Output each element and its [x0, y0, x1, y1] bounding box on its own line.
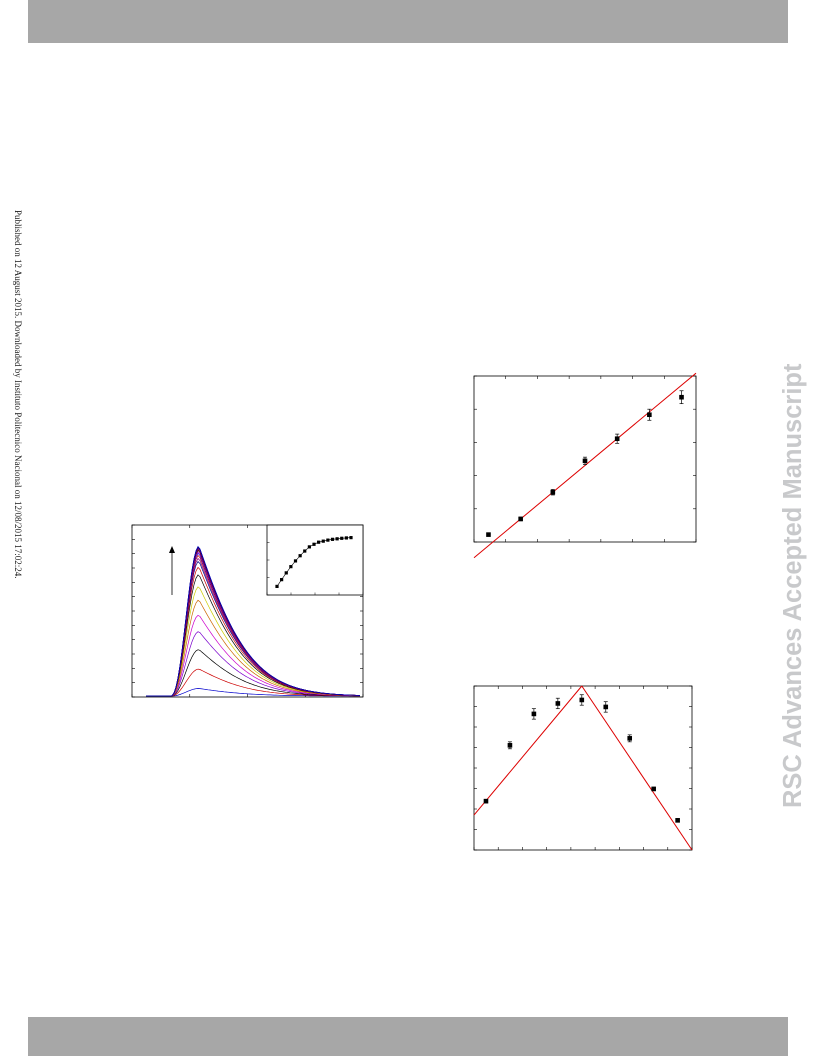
data-point [651, 786, 656, 792]
inset-point [326, 538, 330, 542]
spectrum-line [146, 668, 360, 697]
data-point [675, 818, 680, 823]
header-bar [28, 0, 788, 43]
data-point [555, 701, 561, 706]
data-point [550, 489, 556, 495]
inset-point [312, 542, 316, 546]
inset-point [275, 584, 279, 588]
data-point [614, 436, 620, 442]
inset-point [303, 549, 307, 553]
inset-point [298, 554, 302, 558]
arrow-head-icon [169, 546, 175, 553]
data-point [627, 736, 633, 741]
inset-point [344, 536, 348, 540]
inset-point [293, 559, 298, 563]
inset-point [317, 540, 321, 544]
data-point [582, 458, 588, 464]
inset-point [284, 571, 288, 575]
fit-line [473, 372, 697, 559]
inset-point [335, 537, 339, 541]
watermark-text: RSC Advances Accepted Manuscript [779, 363, 807, 808]
inset-point [321, 539, 325, 543]
data-point [486, 532, 491, 537]
spectrum-line [146, 545, 361, 697]
emission-spectra-chart [131, 524, 364, 698]
inset-point [289, 565, 293, 569]
inset-point [307, 545, 311, 549]
inset-point [330, 537, 335, 541]
plot-frame [473, 375, 697, 543]
job-plot-chart [473, 685, 693, 851]
data-point [507, 743, 513, 748]
footer-bar [28, 1017, 788, 1056]
inset-point [280, 578, 284, 582]
data-point [647, 412, 652, 418]
data-point [579, 697, 585, 703]
data-point [483, 798, 489, 804]
fit-line [473, 685, 583, 816]
fit-line [581, 685, 693, 851]
data-point [518, 516, 523, 522]
publication-note-text: Published on 12 August 2015. Downloaded … [13, 210, 23, 579]
data-point [531, 711, 537, 717]
data-point [679, 394, 684, 400]
plot-frame [473, 685, 693, 851]
inset-point [349, 536, 353, 540]
inset-point [340, 536, 344, 540]
spectrum-line [146, 688, 360, 697]
data-point [603, 704, 609, 710]
inset-frame [266, 524, 364, 596]
linear-fit-chart [473, 372, 697, 559]
